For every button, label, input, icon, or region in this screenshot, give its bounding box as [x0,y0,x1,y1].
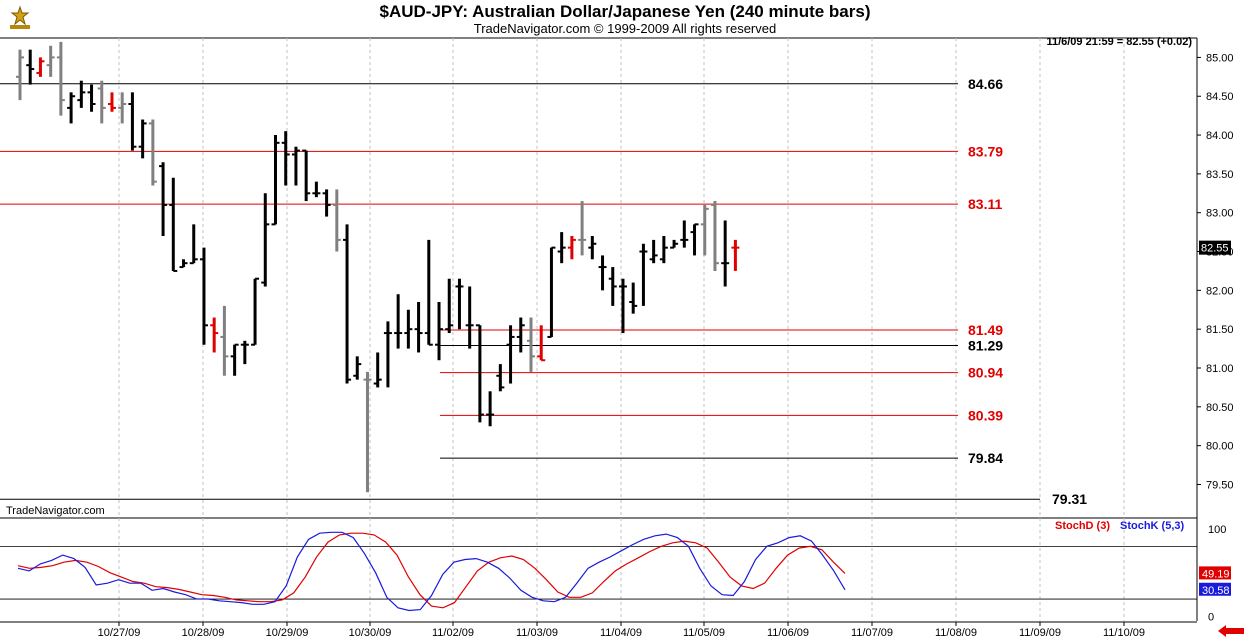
y-tick-label: 81.50 [1206,324,1234,336]
x-tick-label: 11/10/09 [1103,627,1145,639]
level-label: 83.79 [968,143,1003,159]
y-tick-label: 84.00 [1206,130,1234,142]
x-tick-label: 11/08/09 [935,627,977,639]
x-tick-label: 11/06/09 [767,627,809,639]
level-label: 81.49 [968,322,1003,338]
last-price-label: 82.55 [1201,243,1229,255]
chart-title: $AUD-JPY: Australian Dollar/Japanese Yen… [379,2,871,21]
stoch-y-tick-label: 0 [1208,612,1214,624]
x-tick-label: 11/05/09 [683,627,725,639]
y-tick-label: 82.00 [1206,285,1234,297]
stoch-last-label: 30.58 [1202,585,1230,597]
y-tick-label: 79.50 [1206,479,1234,491]
x-tick-label: 10/30/09 [349,627,392,639]
price-readout: 11/6/09 21:59 = 82.55 (+0.02) [1046,36,1192,48]
x-tick-label: 11/07/09 [851,627,893,639]
y-tick-label: 80.50 [1206,402,1234,414]
y-tick-label: 84.50 [1206,91,1234,103]
legend-stochk: StochK (5,3) [1120,520,1185,532]
level-label: 84.66 [968,76,1003,92]
footer-brand: TradeNavigator.com [6,505,105,517]
x-tick-label: 10/28/09 [182,627,225,639]
last-price-box [1199,240,1231,255]
x-tick-label: 11/02/09 [432,627,474,639]
level-label: 79.31 [1052,491,1087,507]
stoch-line-d [17,532,846,609]
y-tick-label: 81.00 [1206,363,1234,375]
chart-subtitle: TradeNavigator.com © 1999-2009 All right… [473,21,777,36]
x-tick-label: 11/03/09 [516,627,558,639]
trade-navigator-logo[interactable] [6,4,34,32]
stoch-last-box [1199,566,1231,580]
stoch-y-tick-label: 100 [1208,524,1226,536]
level-label: 81.29 [968,337,1003,353]
x-tick-label: 10/27/09 [98,627,141,639]
level-label: 83.11 [968,196,1002,212]
level-label: 79.84 [968,450,1003,466]
x-tick-label: 11/04/09 [600,627,642,639]
stoch-last-label: 49.19 [1202,568,1230,580]
y-tick-label: 80.00 [1206,441,1234,453]
legend-stochd: StochD (3) [1055,520,1110,532]
level-label: 80.94 [968,365,1003,381]
stoch-last-box [1199,582,1231,596]
y-tick-label: 83.00 [1206,208,1234,220]
x-tick-label: 11/09/09 [1019,627,1061,639]
level-label: 80.39 [968,407,1003,423]
y-tick-label: 85.00 [1206,52,1234,64]
y-tick-label: 83.50 [1206,169,1234,181]
x-tick-label: 10/29/09 [266,627,309,639]
stoch-line-k [17,531,846,612]
scroll-left-arrow-icon[interactable] [1216,624,1246,638]
